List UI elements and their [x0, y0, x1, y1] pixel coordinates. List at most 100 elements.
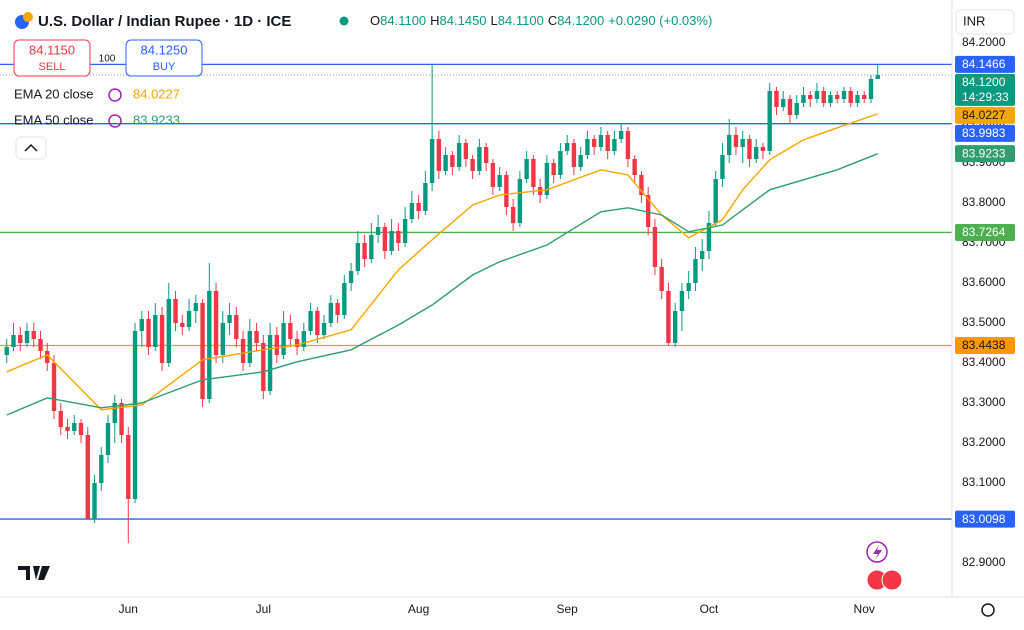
market-status [339, 16, 349, 26]
legend-overlay: U.S. Dollar / Indian Rupee · 1D · ICE O8… [13, 9, 1015, 617]
indicator-icon[interactable] [108, 88, 122, 102]
candle-body [139, 319, 144, 331]
candle-body [571, 143, 577, 167]
candle-body [220, 323, 226, 355]
y-tick-label: 83.2000 [962, 435, 1006, 449]
candle-body [517, 179, 523, 223]
candle-body [328, 303, 334, 323]
buy-price: 84.1250 [141, 42, 188, 57]
candle-body [234, 315, 239, 339]
candle-body [625, 131, 631, 159]
quote-label: H [430, 13, 439, 28]
candle-body [713, 179, 718, 223]
x-tick-label: Jul [256, 602, 271, 616]
currency-button[interactable] [955, 9, 1015, 35]
events-icon[interactable] [881, 569, 903, 591]
candle-body [835, 95, 840, 99]
candle-body [585, 139, 590, 155]
candle-body [747, 139, 752, 159]
candle-body [598, 135, 604, 147]
price-badge-label: 83.4438 [962, 338, 1006, 352]
collapse-button[interactable] [15, 136, 47, 160]
candle-body [497, 175, 502, 187]
price-badge [955, 223, 1015, 241]
y-tick-label: 83.4000 [962, 355, 1006, 369]
candle-body [274, 335, 280, 355]
price-badge [955, 73, 1015, 106]
trade-size: 100 [99, 54, 116, 65]
candle-body [58, 411, 63, 427]
candle-body [375, 227, 381, 235]
settings-icon[interactable] [981, 603, 995, 617]
ema-line [6, 153, 878, 416]
candle-body [193, 303, 198, 311]
candle-body [207, 291, 212, 399]
candle-body [126, 435, 131, 499]
candle-body [166, 299, 171, 363]
chart-title: U.S. Dollar / Indian Rupee · 1D · ICE [38, 13, 291, 30]
candle-body [443, 155, 448, 171]
candle-body [308, 311, 313, 331]
candle-body [450, 155, 455, 167]
plot-area [0, 63, 952, 543]
y-tick-label: 84.2000 [962, 35, 1006, 49]
x-tick-label: Oct [700, 602, 719, 616]
symbol-icon-flag [23, 12, 33, 22]
candle-body [51, 363, 57, 411]
quote-label: L [491, 13, 498, 28]
candle-body [11, 335, 16, 347]
candle-body [335, 303, 340, 315]
candle-body [38, 339, 43, 351]
price-badge [955, 106, 1015, 124]
price-badge-label: 84.0227 [962, 108, 1006, 122]
candle-body [78, 423, 84, 435]
ema20-legend: EMA 20 close [14, 86, 94, 101]
candle-body [402, 219, 408, 243]
candle-body [632, 159, 637, 175]
candle-body [132, 331, 138, 499]
candle-body [288, 323, 293, 339]
candle-body [429, 139, 435, 183]
candle-body [504, 175, 509, 207]
quote-change: +0.0290 (+0.03%) [608, 13, 712, 28]
buy-button[interactable] [125, 39, 203, 77]
price-badge [955, 124, 1015, 142]
y-tick-label: 83.5000 [962, 315, 1006, 329]
candle-body [740, 139, 745, 147]
sell-button[interactable] [13, 39, 91, 77]
y-tick-label: 83.8000 [962, 195, 1006, 209]
candle-body [409, 203, 415, 219]
candle-body [92, 483, 97, 519]
candle-body [841, 91, 847, 99]
sell-price: 84.1150 [29, 42, 75, 57]
candle-body [612, 139, 617, 151]
candle-body [510, 207, 516, 223]
countdown-label: 14:29:33 [962, 90, 1009, 104]
y-tick-label: 83.1000 [962, 475, 1006, 489]
x-tick-label: Nov [854, 602, 875, 616]
candle-body [213, 291, 219, 355]
candle-body [4, 347, 9, 355]
candle-body [240, 339, 246, 363]
candle-body [463, 143, 469, 159]
buy-label: BUY [153, 61, 176, 73]
candle-body [112, 403, 117, 423]
price-badge-label: 83.9233 [962, 146, 1006, 160]
candle-body [666, 291, 671, 343]
indicator-icon[interactable] [108, 114, 122, 128]
candle-body [862, 95, 867, 99]
candle-body [531, 159, 536, 187]
candle-body [355, 243, 361, 271]
candle-body [781, 99, 786, 107]
candle-body [760, 147, 766, 151]
candle-body [787, 99, 793, 115]
candle-body [591, 139, 597, 147]
price-badge [955, 336, 1015, 354]
candle-body [558, 151, 563, 175]
candle-body [315, 311, 320, 335]
candle-body [726, 135, 732, 155]
candle-body [868, 79, 874, 99]
candle-body [254, 331, 259, 343]
candle-body [679, 291, 685, 311]
candle-body [146, 319, 151, 347]
